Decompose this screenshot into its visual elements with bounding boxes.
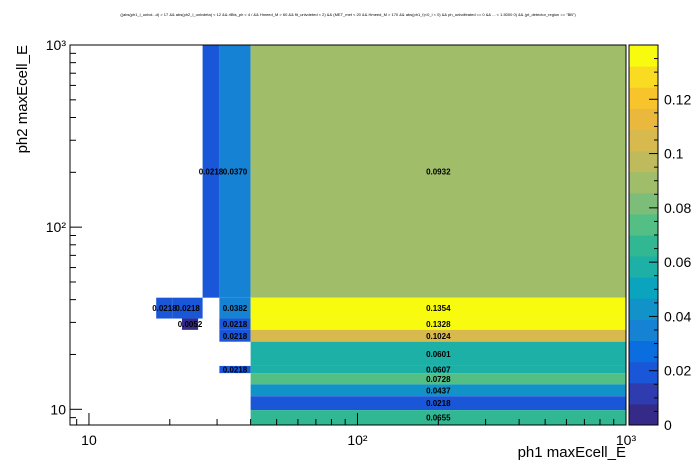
heatmap-cell — [219, 329, 251, 342]
color-scale-band — [629, 213, 658, 236]
color-scale-band — [629, 108, 658, 130]
heatmap-cell — [172, 297, 203, 319]
chart-title: ((abs(ph1_l_unlvd...d) > 17 && abs(ph2_l… — [120, 12, 576, 17]
heatmap-cell — [181, 318, 199, 330]
heatmap-cell — [156, 297, 173, 319]
heatmap-cell — [250, 373, 626, 385]
heatmap-cell — [250, 365, 626, 374]
color-scale-tick-label: 0.02 — [664, 363, 691, 379]
color-scale-band — [629, 340, 658, 363]
heatmap-cell — [250, 297, 626, 319]
cell-value-label: 0.0218 — [152, 304, 177, 313]
heatmap-cell — [250, 318, 626, 330]
y-axis: 10 10² 10³ — [46, 37, 82, 419]
heatmap-cell — [250, 384, 626, 397]
color-scale-band — [629, 87, 658, 109]
heatmap-cell — [202, 45, 220, 298]
cell-value-label: 0.0607 — [426, 366, 451, 375]
heatmap-cell — [219, 318, 251, 330]
heatmap-cell — [219, 297, 251, 319]
color-scale-tick-label: 0.04 — [664, 308, 691, 324]
cell-value-label: 0.0218 — [223, 320, 248, 329]
cell-value-label: 0.1354 — [426, 304, 451, 313]
color-scale-band — [629, 235, 658, 257]
cell-value-label: 0.0218 — [223, 332, 248, 341]
heatmap-cell — [250, 341, 626, 366]
color-scale-band — [629, 319, 658, 342]
heatmap-cell — [250, 410, 626, 425]
color-scale-band — [629, 277, 658, 299]
heatmap-cell — [219, 45, 251, 298]
cell-value-label: 0.1024 — [426, 332, 451, 341]
color-scale-band — [629, 256, 658, 278]
x-axis: 10 10² 10³ — [76, 413, 637, 448]
x-tick-label: 10² — [347, 432, 368, 448]
cell-value-label: 0.0382 — [223, 304, 248, 313]
color-scale-band — [629, 45, 658, 67]
heatmap-cell — [250, 329, 626, 342]
y-tick-label: 10 — [50, 401, 66, 417]
cell-value-label: 0.0437 — [426, 386, 451, 395]
color-scale-band — [629, 171, 658, 194]
cell-value-label: 0.0218 — [199, 167, 224, 176]
color-scale-bar — [628, 44, 659, 426]
color-scale-band — [629, 192, 658, 215]
color-scale-band — [629, 382, 658, 405]
y-tick-label: 10³ — [46, 37, 67, 53]
color-scale-tick-label: 0.1 — [664, 146, 684, 162]
color-scale-band — [629, 66, 658, 88]
heatmap-cell — [250, 396, 626, 411]
cell-value-label: 0.0655 — [426, 414, 451, 423]
color-scale-axis: 0 0.02 0.04 0.06 0.08 0.1 0.12 — [649, 44, 691, 433]
color-scale-tick-label: 0.06 — [664, 254, 691, 270]
color-scale-tick-label: 0.12 — [664, 91, 691, 107]
cell-value-label: 0.1328 — [426, 320, 451, 329]
cell-value-label: 0.0601 — [426, 350, 451, 359]
cell-value-label: 0.0218 — [426, 399, 451, 408]
heatmap-cell — [250, 45, 626, 298]
color-scale-band — [629, 361, 658, 384]
color-scale-band — [629, 403, 658, 426]
color-scale-tick-label: 0 — [664, 417, 672, 433]
y-tick-label: 10² — [46, 219, 67, 235]
x-tick-label: 10 — [81, 432, 97, 448]
y-axis-title: ph2 maxEcell_E — [14, 45, 31, 153]
cell-value-label: 0.0370 — [223, 167, 248, 176]
cell-value-label: 0.0218 — [223, 366, 248, 375]
color-scale-band — [629, 150, 658, 173]
cell-value-label: 0.0728 — [426, 375, 451, 384]
x-tick-label: 10³ — [616, 432, 637, 448]
color-scale-band — [629, 129, 658, 152]
cell-value-label: 0.0932 — [426, 167, 451, 176]
x-axis-title: ph1 maxEcell_E — [518, 444, 626, 461]
color-scale-band — [629, 298, 658, 320]
heatmap-cell — [219, 365, 251, 374]
cell-value-label: 0.0052 — [178, 320, 203, 329]
cell-value-label: 0.0218 — [175, 304, 200, 313]
color-scale-tick-label: 0.08 — [664, 200, 691, 216]
heatmap-cells — [156, 45, 626, 425]
